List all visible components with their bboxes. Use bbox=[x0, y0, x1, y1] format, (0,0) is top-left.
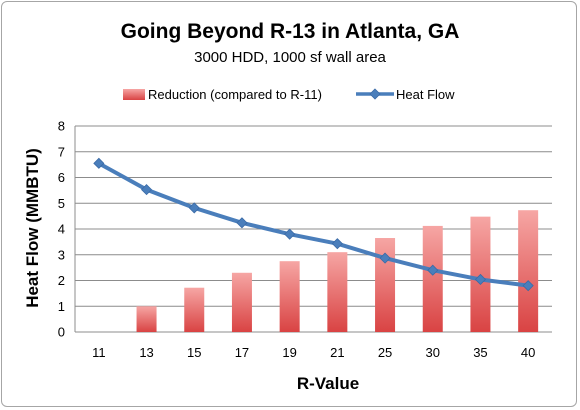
bar-series bbox=[136, 210, 539, 332]
bar bbox=[184, 287, 205, 332]
y-tick-label: 4 bbox=[58, 222, 65, 237]
bar bbox=[136, 306, 157, 332]
x-tick-label: 13 bbox=[139, 345, 153, 360]
y-tick-label: 7 bbox=[58, 144, 65, 159]
x-tick-label: 35 bbox=[473, 345, 487, 360]
x-tick-label: 21 bbox=[330, 345, 344, 360]
line-point bbox=[236, 217, 248, 229]
line-point bbox=[188, 202, 200, 214]
line-point bbox=[522, 280, 534, 292]
y-axis-title: Heat Flow (MMBTU) bbox=[23, 148, 42, 308]
line-point bbox=[140, 184, 153, 196]
x-tick-label: 11 bbox=[92, 345, 106, 360]
x-tick-label: 40 bbox=[521, 345, 535, 360]
bar bbox=[279, 261, 300, 332]
x-tick-label: 30 bbox=[426, 345, 440, 360]
bar bbox=[327, 252, 348, 332]
line-point bbox=[379, 252, 391, 264]
legend-bar-swatch bbox=[123, 89, 145, 100]
legend-label-reduction: Reduction (compared to R-11) bbox=[148, 87, 322, 102]
y-tick-label: 6 bbox=[58, 170, 65, 185]
chart-title: Going Beyond R-13 in Atlanta, GA bbox=[121, 20, 460, 43]
y-tick-labels: 0 1 2 3 4 5 6 7 8 bbox=[58, 119, 65, 340]
heat-flow-line bbox=[96, 161, 531, 288]
line-point bbox=[474, 273, 487, 286]
bar bbox=[231, 272, 252, 332]
x-tick-labels: 11 13 15 17 19 21 25 30 35 40 bbox=[92, 345, 535, 360]
x-tick-label: 15 bbox=[187, 345, 201, 360]
line-series bbox=[93, 157, 534, 292]
legend-label-heat-flow: Heat Flow bbox=[396, 87, 455, 102]
x-axis-title: R-Value bbox=[297, 374, 359, 393]
x-tick-label: 25 bbox=[378, 345, 392, 360]
line-point bbox=[427, 264, 439, 276]
y-tick-label: 1 bbox=[58, 299, 65, 314]
legend-marker-swatch bbox=[369, 88, 381, 100]
bar bbox=[375, 238, 396, 332]
y-tick-label: 0 bbox=[58, 325, 65, 340]
bar bbox=[518, 210, 539, 332]
chart-subtitle: 3000 HDD, 1000 sf wall area bbox=[194, 49, 386, 66]
line-point bbox=[284, 228, 296, 240]
y-tick-label: 8 bbox=[58, 119, 65, 134]
y-tick-label: 2 bbox=[58, 273, 65, 288]
x-tick-label: 19 bbox=[282, 345, 296, 360]
line-point bbox=[331, 238, 343, 250]
legend: Reduction (compared to R-11) Heat Flow bbox=[123, 87, 455, 102]
y-tick-label: 5 bbox=[58, 196, 65, 211]
bar bbox=[422, 225, 443, 332]
x-tick-label: 17 bbox=[235, 345, 249, 360]
line-point bbox=[93, 157, 105, 169]
y-tick-label: 3 bbox=[58, 247, 65, 262]
